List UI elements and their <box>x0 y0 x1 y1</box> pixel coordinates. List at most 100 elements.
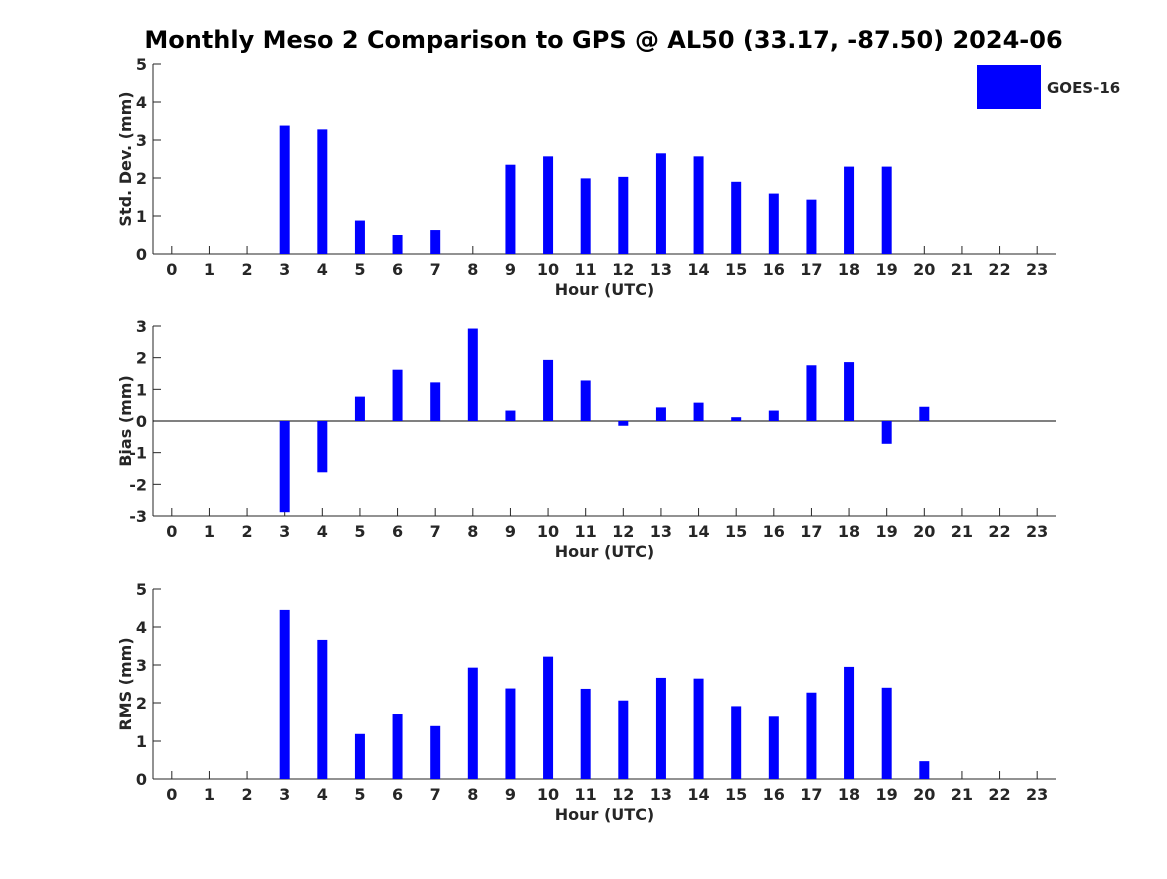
x-tick-label: 9 <box>505 785 516 804</box>
x-tick-label: 10 <box>537 785 559 804</box>
x-tick-label: 19 <box>876 785 898 804</box>
y-tick-label: -2 <box>129 475 147 494</box>
y-tick-label: 1 <box>136 207 147 226</box>
x-tick-label: 4 <box>317 260 328 279</box>
bar <box>844 166 855 254</box>
x-tick-label: 20 <box>913 260 935 279</box>
x-tick-label: 5 <box>354 785 365 804</box>
y-tick-label: -1 <box>129 444 147 463</box>
y-tick-label: -3 <box>129 507 147 526</box>
x-tick-label: 15 <box>725 785 747 804</box>
bar <box>317 421 328 473</box>
bar <box>354 220 365 254</box>
bar <box>279 609 290 779</box>
x-tick-label: 20 <box>913 785 935 804</box>
x-tick-label: 10 <box>537 260 559 279</box>
x-tick-label: 15 <box>725 260 747 279</box>
x-tick-label: 13 <box>650 260 672 279</box>
y-tick-label: 3 <box>136 131 147 150</box>
x-tick-label: 8 <box>467 522 478 541</box>
bar <box>806 199 817 254</box>
x-tick-label: 12 <box>612 785 634 804</box>
x-tick-label: 4 <box>317 522 328 541</box>
bar <box>618 700 629 779</box>
x-tick-label: 4 <box>317 785 328 804</box>
x-tick-label: 20 <box>913 522 935 541</box>
bar <box>543 156 554 254</box>
y-tick-label: 3 <box>136 317 147 336</box>
bar <box>505 688 516 779</box>
x-tick-label: 14 <box>687 260 709 279</box>
y-tick-label: 5 <box>136 580 147 599</box>
x-tick-label: 19 <box>876 522 898 541</box>
bar <box>430 230 441 254</box>
bar <box>655 153 666 254</box>
bar <box>693 156 704 254</box>
x-tick-label: 3 <box>279 522 290 541</box>
legend-swatch <box>977 65 1041 109</box>
chart-title: Monthly Meso 2 Comparison to GPS @ AL50 … <box>144 26 1063 54</box>
bar <box>505 164 516 254</box>
x-tick-label: 18 <box>838 785 860 804</box>
x-tick-label: 2 <box>241 785 252 804</box>
x-tick-label: 22 <box>988 785 1010 804</box>
y-tick-label: 2 <box>136 694 147 713</box>
x-tick-label: 23 <box>1026 522 1048 541</box>
x-axis-title: Hour (UTC) <box>555 805 655 824</box>
bar <box>731 181 742 254</box>
bar <box>430 382 441 421</box>
bar <box>430 725 441 779</box>
bar <box>693 678 704 779</box>
x-tick-label: 1 <box>204 260 215 279</box>
x-tick-label: 13 <box>650 522 672 541</box>
x-tick-label: 17 <box>800 785 822 804</box>
x-tick-label: 3 <box>279 785 290 804</box>
bar <box>505 410 516 421</box>
y-tick-label: 0 <box>136 770 147 789</box>
x-tick-label: 1 <box>204 785 215 804</box>
x-tick-label: 7 <box>430 522 441 541</box>
x-tick-label: 23 <box>1026 785 1048 804</box>
bar <box>580 178 591 254</box>
x-tick-label: 12 <box>612 522 634 541</box>
x-tick-label: 5 <box>354 260 365 279</box>
y-tick-label: 5 <box>136 55 147 74</box>
bar <box>806 365 817 421</box>
bar <box>693 402 704 421</box>
x-tick-label: 16 <box>763 260 785 279</box>
bar <box>580 688 591 779</box>
bar <box>317 129 328 254</box>
x-tick-label: 17 <box>800 260 822 279</box>
x-tick-label: 11 <box>575 260 597 279</box>
bar <box>392 714 403 779</box>
bar <box>919 406 930 421</box>
y-axis-title: Bias (mm) <box>116 375 135 467</box>
bar <box>655 677 666 779</box>
bar <box>618 421 629 426</box>
legend-label: GOES-16 <box>1047 79 1120 97</box>
x-tick-label: 8 <box>467 260 478 279</box>
bar <box>543 656 554 779</box>
bar <box>844 362 855 421</box>
bar <box>354 733 365 779</box>
x-axis-title: Hour (UTC) <box>555 542 655 561</box>
bar <box>919 761 930 779</box>
bar <box>580 380 591 421</box>
x-tick-label: 19 <box>876 260 898 279</box>
y-axis-title: RMS (mm) <box>116 637 135 730</box>
y-tick-label: 0 <box>136 245 147 264</box>
x-tick-label: 2 <box>241 260 252 279</box>
x-tick-label: 6 <box>392 785 403 804</box>
x-tick-label: 9 <box>505 260 516 279</box>
bar <box>467 328 478 421</box>
bar <box>844 666 855 779</box>
x-tick-label: 14 <box>687 522 709 541</box>
x-tick-label: 10 <box>537 522 559 541</box>
x-tick-label: 6 <box>392 522 403 541</box>
bar <box>655 407 666 421</box>
bar <box>467 667 478 779</box>
x-axis-title: Hour (UTC) <box>555 280 655 299</box>
x-tick-label: 3 <box>279 260 290 279</box>
x-tick-label: 8 <box>467 785 478 804</box>
